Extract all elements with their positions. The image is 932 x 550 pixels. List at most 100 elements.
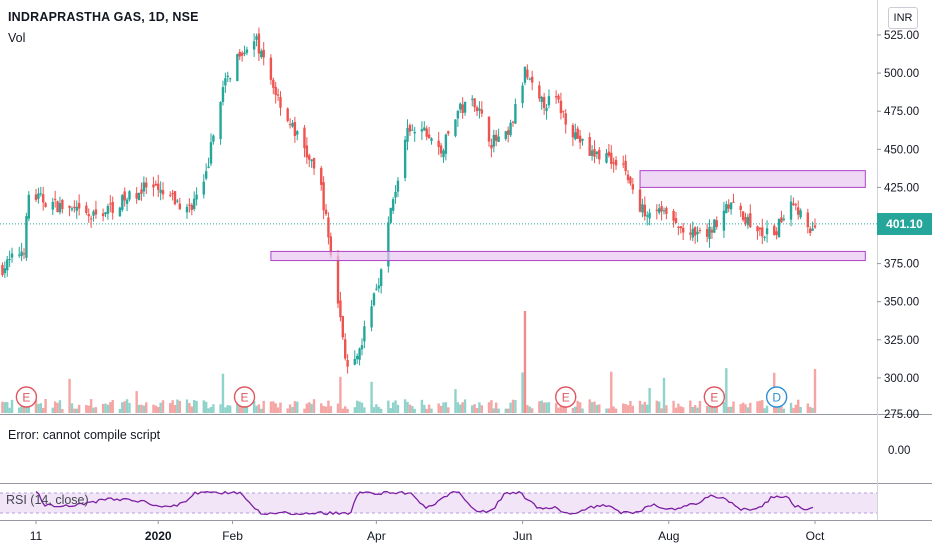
volume-bar (437, 403, 440, 413)
volume-bar (638, 400, 642, 413)
candle-body (262, 49, 265, 58)
candle-body (729, 202, 733, 210)
volume-bar (574, 406, 577, 413)
candle-body (344, 339, 347, 359)
volume-bar (240, 404, 244, 413)
volume-bar (662, 377, 666, 413)
candle-body (389, 207, 392, 223)
volume-bar (288, 404, 292, 413)
candle-body (70, 208, 74, 210)
candle-body (782, 218, 786, 220)
candle-body (195, 194, 198, 200)
volume-bar (624, 404, 627, 413)
dividend-event-marker[interactable] (765, 386, 788, 408)
candle-body (463, 101, 467, 113)
volume-bar (658, 401, 661, 413)
candle-body (523, 66, 527, 83)
candle-body (272, 79, 275, 88)
volume-bar (732, 401, 735, 413)
volume-bar (75, 408, 78, 413)
candle-body (346, 359, 349, 367)
candle-body (391, 199, 395, 211)
volume-bar (756, 401, 759, 413)
candle-body (169, 194, 172, 196)
volume-bar (41, 407, 45, 413)
candle-body (509, 122, 512, 136)
candle-body (240, 52, 244, 56)
earnings-event-marker[interactable] (233, 386, 256, 408)
volume-bar (641, 404, 644, 413)
candle-body (411, 129, 414, 131)
candle-body (185, 206, 189, 213)
earnings-event-marker[interactable] (703, 386, 726, 408)
candle-body (444, 134, 448, 154)
candle-body (581, 138, 584, 141)
candle-body (226, 75, 229, 78)
candle-body (614, 159, 618, 166)
candle-body (413, 131, 416, 134)
candle-body (629, 177, 632, 184)
candle-body (219, 102, 222, 140)
candle-body (765, 228, 769, 235)
candle-body (679, 226, 682, 229)
earnings-event-marker[interactable] (555, 386, 577, 408)
earnings-event-marker[interactable] (15, 386, 38, 408)
candle-body (336, 255, 340, 304)
candle-body (710, 229, 714, 233)
candle-body (471, 98, 474, 100)
volume-bar (185, 399, 189, 413)
volume-bar (593, 401, 596, 413)
candle-body (89, 218, 93, 220)
x-tick-label: Oct (806, 529, 825, 543)
volume-bar (480, 405, 484, 413)
volume-bar (794, 404, 798, 413)
volume-bar (355, 400, 359, 413)
volume-bar (646, 404, 649, 413)
volume-bar (274, 403, 277, 413)
earnings-event-letter: E (562, 391, 570, 405)
volume-bar (610, 371, 613, 413)
volume-bar (221, 373, 225, 413)
volume-bar (811, 407, 814, 413)
candle-body (540, 96, 543, 102)
x-tick-label: Feb (222, 529, 243, 543)
volume-bar (336, 403, 340, 413)
chart-title: INDRAPRASTHA GAS, 1D, NSE (8, 10, 199, 24)
candle-body (406, 128, 409, 142)
candle-body (358, 348, 361, 360)
volume-bar (528, 406, 531, 413)
candle-body (475, 107, 479, 112)
volume-bar (27, 405, 31, 413)
candle-body (41, 194, 45, 203)
candle-body (308, 155, 311, 160)
volume-bar (523, 311, 527, 413)
currency-button[interactable]: INR (888, 7, 918, 29)
candle-body (495, 134, 498, 141)
resistance-zone[interactable] (639, 170, 866, 188)
candle-body (288, 124, 292, 126)
volume-bar (121, 402, 124, 413)
volume-bar (279, 402, 282, 413)
volume-bar (219, 404, 222, 413)
candle-body (6, 259, 9, 271)
volume-bar (363, 407, 366, 413)
volume-bar (722, 401, 726, 413)
support-zone[interactable] (270, 250, 866, 262)
volume-bar (195, 400, 198, 413)
volume-bar (308, 402, 311, 413)
volume-bar (629, 400, 632, 413)
candle-body (758, 227, 762, 230)
volume-bar (475, 407, 479, 413)
candle-body (123, 191, 126, 201)
volume-bar (689, 400, 692, 413)
candle-body (554, 96, 558, 98)
candle-body (286, 108, 289, 121)
volume-bar (693, 405, 697, 413)
candle-body (427, 134, 431, 139)
candle-body (353, 358, 356, 365)
candle-body (530, 76, 534, 83)
volume-bar (674, 407, 678, 413)
volume-bar (178, 400, 182, 413)
candle-body (746, 216, 750, 226)
